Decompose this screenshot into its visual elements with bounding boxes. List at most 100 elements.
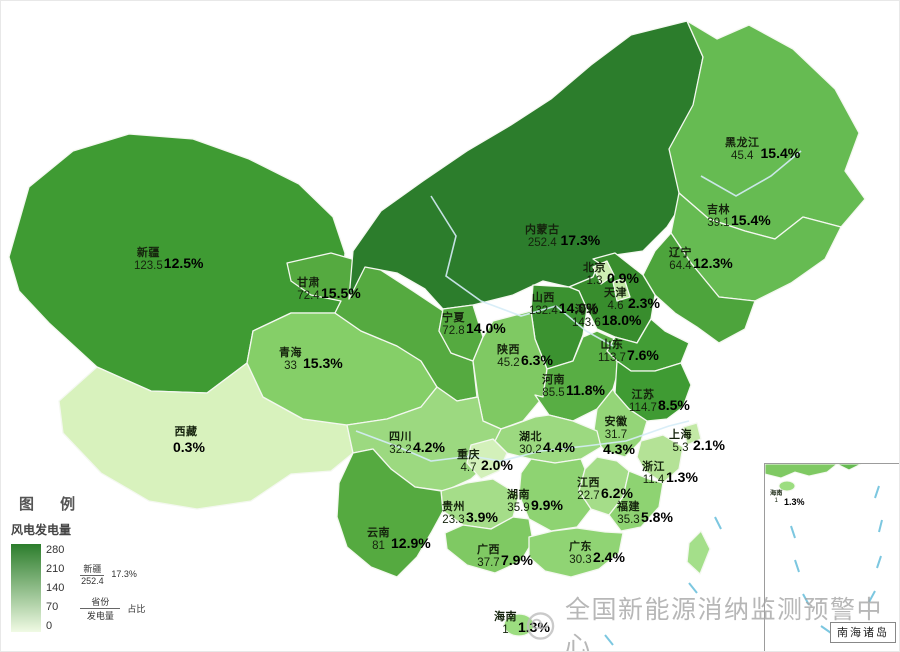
province-shape-yunnan[interactable] <box>336 448 444 578</box>
province-pct: 15.4% <box>731 211 771 228</box>
province-value: 1 <box>502 623 509 636</box>
province-label-shanxi: 山西 132.4 14.0% <box>529 292 598 317</box>
province-name: 重庆 <box>457 449 480 461</box>
province-name: 浙江 <box>642 461 665 473</box>
province-pct: 2.3% <box>628 294 660 311</box>
province-shape-shanghai[interactable] <box>682 422 702 446</box>
province-label-shaanxi: 陕西 45.2 6.3% <box>497 344 553 369</box>
province-pct: 6.3% <box>521 351 553 368</box>
province-name: 内蒙古 <box>525 224 560 236</box>
province-name: 广西 <box>477 544 500 556</box>
province-pct: 8.5% <box>657 396 690 413</box>
river-songhua <box>700 150 802 197</box>
province-pct: 0.9% <box>607 269 639 286</box>
province-value: 39.1 <box>707 216 730 229</box>
province-shape-zhejiang[interactable] <box>636 434 684 484</box>
province-name: 江西 <box>577 477 600 489</box>
province-pct: 1.3% <box>784 496 805 507</box>
province-label-beijing: 北京 1.3 0.9% <box>583 262 639 287</box>
province-value: 35.9 <box>507 501 530 514</box>
province-shape-hebei[interactable] <box>568 252 656 344</box>
sea-dash <box>688 582 698 594</box>
province-name: 北京 <box>583 262 606 274</box>
province-name: 海南 <box>770 490 783 497</box>
province-pct: 4.4% <box>543 438 575 455</box>
province-pct: 7.6% <box>626 346 659 363</box>
province-label-ningxia: 宁夏 72.8 14.0% <box>442 312 506 337</box>
legend-title: 图 例 <box>19 496 87 513</box>
province-label-tianjin: 天津 4.6 2.3% <box>604 287 660 312</box>
province-shape-beijing[interactable] <box>592 260 615 285</box>
province-name: 福建 <box>617 501 640 513</box>
province-name: 安徽 <box>604 416 628 428</box>
legend-tick: 140 <box>46 582 65 594</box>
province-shape-hunan[interactable] <box>518 458 592 532</box>
river-yellow <box>430 195 614 347</box>
south-china-sea-inset: 海南 1 1.3% 南海诸岛 <box>764 463 899 651</box>
province-value: 114.7 <box>629 401 657 414</box>
province-shape-hainan[interactable] <box>503 613 535 637</box>
province-value: 30.3 <box>569 553 592 566</box>
nanhai-islands-label: 南海诸岛 <box>830 622 896 643</box>
province-name: 贵州 <box>442 501 465 513</box>
province-label-anhui: 安徽 31.7 4.3% <box>597 416 635 458</box>
province-name: 广东 <box>569 541 592 553</box>
watermark-logo-icon <box>526 612 555 640</box>
province-value: 64.4 <box>669 259 692 272</box>
province-pct: 12.5% <box>163 254 204 271</box>
province-shape-liaoning[interactable] <box>642 232 756 344</box>
legend-gradient-bar <box>11 544 41 632</box>
province-shape-tianjin[interactable] <box>612 277 631 302</box>
province-label-gansu: 甘肃 72.4 15.5% <box>297 277 361 302</box>
province-pct: 1.3% <box>666 468 698 485</box>
legend-example-name: 新疆 <box>80 562 105 576</box>
province-value: 45.2 <box>497 356 520 369</box>
province-shape-xizang[interactable] <box>58 362 354 510</box>
legend-tick: 70 <box>46 601 59 613</box>
province-shape-anhui[interactable] <box>592 388 648 458</box>
province-value: 72.4 <box>297 289 320 302</box>
province-pct: 4.3% <box>603 441 635 458</box>
province-pct: 2.1% <box>693 436 725 453</box>
province-pct: 9.9% <box>531 496 563 513</box>
province-shape-taiwan[interactable] <box>686 530 711 575</box>
province-pct: 3.9% <box>466 508 498 525</box>
province-value: 143.6 <box>572 316 601 329</box>
province-label-xizang: 西藏 0.3% <box>167 426 205 455</box>
province-shape-guangdong[interactable] <box>528 527 624 578</box>
province-pct: 5.8% <box>641 508 673 525</box>
province-pct: 15.3% <box>303 354 343 371</box>
province-value: 33 <box>284 359 297 372</box>
province-shape-guangxi[interactable] <box>444 516 534 574</box>
province-value: 37.7 <box>477 556 500 569</box>
province-name: 天津 <box>604 287 627 299</box>
province-pct: 4.2% <box>413 438 445 455</box>
province-label-shanghai: 上海 5.3 2.1% <box>669 429 725 454</box>
province-label-guangdong: 广东 30.3 2.4% <box>569 541 625 566</box>
sea-dash <box>604 634 614 646</box>
province-pct: 2.4% <box>593 548 625 565</box>
province-value: 85.5 <box>542 386 565 399</box>
province-pct: 12.3% <box>693 254 733 271</box>
province-label-jiangsu: 江苏 114.7 8.5% <box>629 389 690 414</box>
province-name: 黑龙江 <box>725 137 760 149</box>
province-value: 5.3 <box>672 441 689 454</box>
province-value: 4.7 <box>460 461 477 474</box>
province-name: 湖南 <box>507 489 530 501</box>
legend-example-value: 252.4 <box>81 576 104 586</box>
legend-key-pct: 占比 <box>127 604 146 614</box>
inset-hainan-label: 海南 1 1.3% <box>770 490 805 512</box>
province-name: 吉林 <box>707 204 730 216</box>
province-name: 青海 <box>279 347 302 359</box>
province-shape-fujian[interactable] <box>608 470 664 532</box>
province-value: 23.3 <box>442 513 465 526</box>
watermark-text: 全国新能源消纳监测预警中心 <box>565 596 884 652</box>
legend-tick: 0 <box>46 620 53 632</box>
legend-key-value: 发电量 <box>86 611 114 621</box>
province-pct: 17.3% <box>560 231 601 248</box>
province-value: 252.4 <box>527 236 557 249</box>
province-value: 81 <box>372 539 385 552</box>
province-value: 1 <box>774 496 778 504</box>
province-label-xinjiang: 新疆 123.5 12.5% <box>134 247 204 272</box>
